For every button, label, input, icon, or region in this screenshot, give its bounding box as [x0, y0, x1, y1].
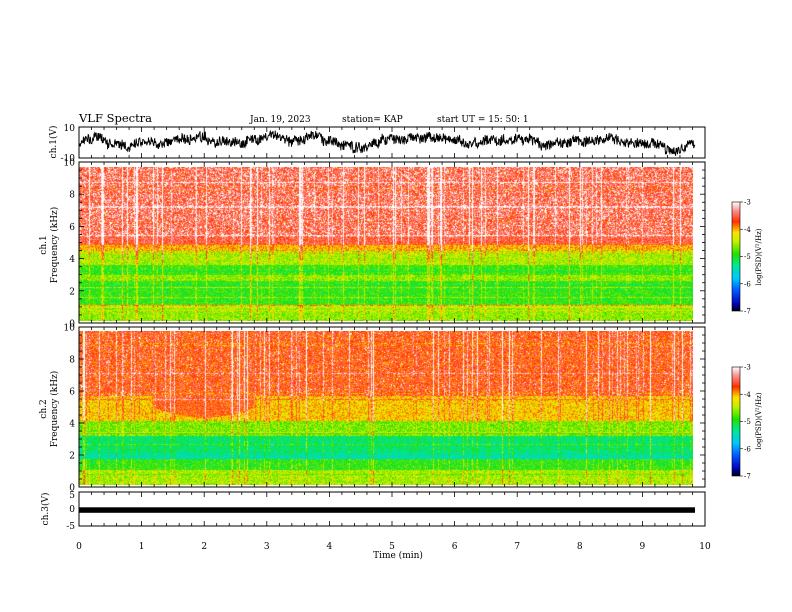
- frequency-tick-label: 0: [69, 320, 75, 330]
- time-tick-label: 3: [264, 542, 270, 552]
- time-tick-label: 5: [389, 542, 395, 552]
- time-tick-label: 7: [514, 542, 520, 552]
- ch1-ytick-bottom: -10: [61, 154, 76, 164]
- colorbar-tick-label: -5: [744, 418, 751, 426]
- colorbar-tick-label: -5: [744, 253, 751, 261]
- time-tick-label: 2: [201, 542, 207, 552]
- frequency-tick-label: 10: [64, 324, 76, 334]
- ch2-spectrogram-image: [79, 331, 693, 485]
- time-tick-label: 9: [640, 542, 646, 552]
- ch1-waveform-ylabel: ch.1(V): [48, 126, 59, 159]
- ch3-waveform-trace: [79, 507, 695, 513]
- frequency-tick-label: 4: [69, 420, 75, 430]
- ch3-ytick-top: 5: [69, 491, 75, 501]
- ch3-waveform-xticks: [78, 492, 706, 526]
- ch3-ytick-middle: 0: [69, 505, 75, 515]
- frequency-tick-label: 6: [69, 388, 75, 398]
- time-tick-label: 4: [327, 542, 333, 552]
- time-tick-label: 10: [699, 542, 711, 552]
- ch1-waveform-panel: 10 -10 ch.1(V): [48, 124, 706, 164]
- frequency-tick-label: 2: [69, 452, 75, 462]
- ch2-spectrogram-ylabel-channel: ch.2: [39, 399, 49, 418]
- ch2-colorbar-label: log(PSD)(V²/Hz): [755, 392, 763, 449]
- ch1-spectrogram-xticks: [78, 162, 706, 323]
- header-start-time: start UT = 15: 50: 1: [437, 115, 529, 125]
- time-tick-label: 8: [577, 542, 583, 552]
- ch1-spectrogram-ylabel: Frequency (kHz): [49, 207, 60, 284]
- ch3-waveform-ylabel: ch.3(V): [40, 493, 51, 526]
- ch1-waveform-line: [78, 129, 696, 156]
- time-axis-label: Time (min): [373, 550, 423, 561]
- ch1-spectrogram-yticks: 0 2 4 6 8 10: [64, 159, 705, 330]
- ch2-colorbar-ticks: -3 -4 -5 -6 -7: [740, 364, 751, 481]
- colorbar-tick-label: -6: [744, 445, 751, 453]
- colorbar-tick-label: -7: [744, 308, 751, 316]
- ch1-spectrogram-image: [79, 167, 693, 321]
- time-tick-label: 1: [139, 542, 145, 552]
- frequency-tick-label: 4: [69, 255, 75, 265]
- frequency-tick-label: 10: [64, 159, 76, 169]
- ch3-ytick-bottom: -5: [66, 522, 75, 532]
- frequency-tick-label: 8: [69, 356, 75, 366]
- frequency-tick-label: 0: [69, 484, 75, 494]
- ch2-spectrogram-xticks: [78, 327, 706, 487]
- colorbar-tick-label: -3: [744, 364, 751, 372]
- colorbar-tick-label: -7: [744, 473, 751, 481]
- ch1-colorbar-ticks: -3 -4 -5 -6 -7: [740, 199, 751, 316]
- ch1-colorbar-label: log(PSD)(V²/Hz): [755, 228, 763, 285]
- frequency-tick-label: 6: [69, 223, 75, 233]
- ch3-waveform-panel: 5 0 -5 ch.3(V): [40, 491, 706, 532]
- frequency-tick-label: 8: [69, 191, 75, 201]
- frequency-tick-label: 2: [69, 287, 75, 297]
- ch1-spectrogram-ylabel-channel: ch.1: [39, 235, 49, 254]
- colorbar-tick-label: -6: [744, 280, 751, 288]
- colorbar-tick-label: -4: [744, 391, 751, 399]
- header-date: Jan. 19, 2023: [249, 115, 311, 125]
- ch1-waveform-xticks: [78, 127, 706, 158]
- ch1-colorbar: [731, 201, 741, 312]
- ch2-spectrogram-yticks: 0 2 4 6 8 10: [64, 324, 705, 494]
- time-axis-tick-labels: 0 1 2 3 4 5 6 7 8 9 10: [76, 542, 711, 552]
- time-tick-label: 6: [452, 542, 458, 552]
- figure-title: VLF Spectra: [78, 111, 152, 125]
- header-station: station= KAP: [342, 115, 403, 125]
- ch1-ytick-top: 10: [64, 124, 76, 134]
- colorbar-tick-label: -3: [744, 199, 751, 207]
- ch2-colorbar: [731, 366, 741, 477]
- colorbar-tick-label: -4: [744, 226, 751, 234]
- ch2-spectrogram-ylabel: Frequency (kHz): [49, 371, 60, 448]
- time-tick-label: 0: [76, 542, 82, 552]
